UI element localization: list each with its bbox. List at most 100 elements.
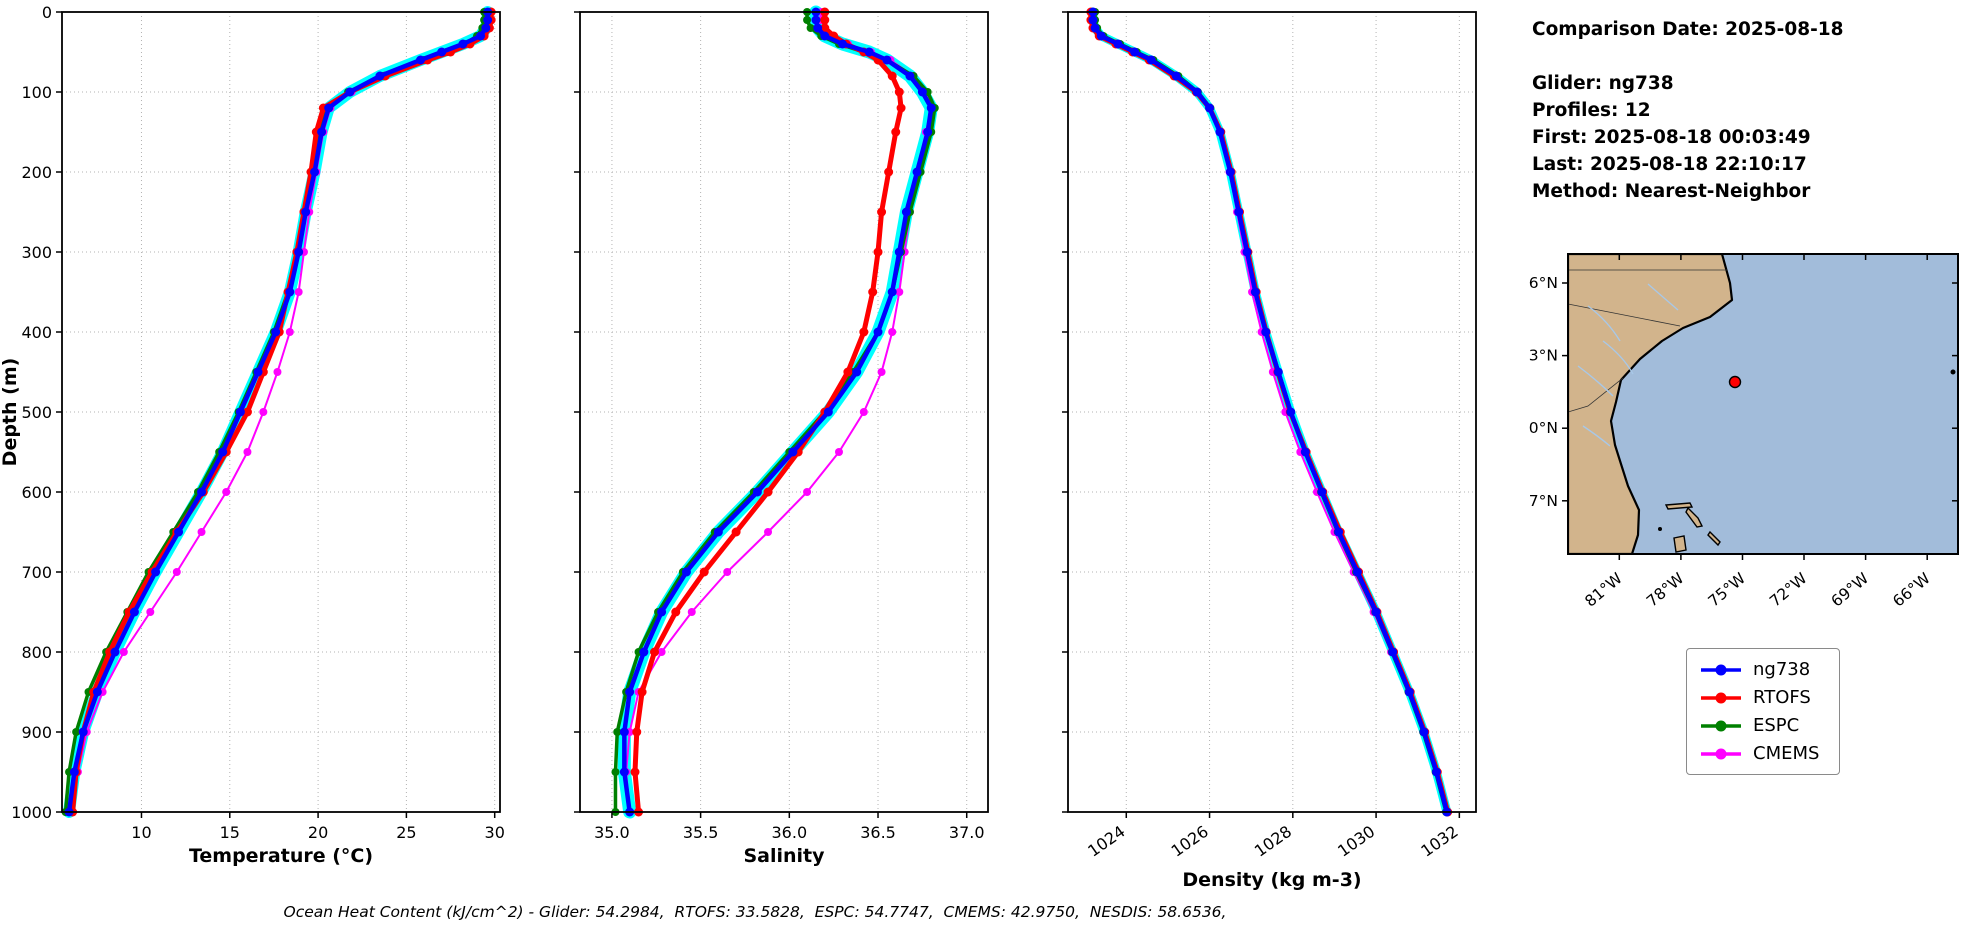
x-axis-label: Density (kg m-3) — [1182, 869, 1361, 891]
y-tick-label: 100 — [21, 83, 52, 102]
series-CMEMS-marker — [119, 648, 128, 656]
series-ng738-marker — [1090, 23, 1100, 33]
map-lat-label: 33°N — [1528, 347, 1558, 365]
series-ng738-marker — [1404, 687, 1414, 697]
series-ng738-marker — [375, 71, 385, 81]
series-ng738-marker — [752, 487, 762, 497]
y-tick-label: 300 — [21, 243, 52, 262]
river — [1647, 283, 1679, 311]
series-CMEMS-marker — [895, 288, 904, 296]
legend-swatch-ng738 — [1701, 664, 1741, 675]
series-ng738-marker — [1088, 15, 1098, 25]
island — [1707, 530, 1721, 547]
series-ng738-marker — [887, 287, 897, 297]
series-RTOFS-marker — [843, 367, 853, 377]
series-ng738-marker — [713, 527, 723, 537]
series-ng738-marker — [92, 687, 102, 697]
map-lon-label: 72°W — [1766, 569, 1810, 610]
map-lon-label: 81°W — [1582, 569, 1626, 610]
location-map: 81°W 78°W 75°W 72°W 69°W 66°W 36°N 33°N 30°N 27°N — [1519, 246, 1968, 626]
map-geography — [1568, 254, 1956, 554]
series-CMEMS-marker — [764, 528, 773, 536]
series-ng738-marker — [253, 367, 263, 377]
last-profile-time-text: Last: 2025-08-18 22:10:17 — [1532, 154, 1807, 175]
map-lon-label: 75°W — [1705, 569, 1749, 610]
x-tick-label: 30 — [485, 823, 505, 842]
series-ng738-marker — [317, 127, 327, 137]
series-RTOFS-markers — [68, 7, 496, 817]
series-ng738-marker — [285, 287, 295, 297]
x-tick-label: 25 — [396, 823, 416, 842]
map-lon-label: 78°W — [1643, 569, 1687, 610]
series-RTOFS-marker — [820, 15, 830, 25]
series-ng738-marker — [458, 39, 468, 49]
x-tick-label: 1030 — [1334, 822, 1378, 861]
x-tick-label: 15 — [220, 823, 240, 842]
series-RTOFS-marker — [763, 487, 773, 497]
legend-label: ng738 — [1753, 659, 1811, 680]
series-RTOFS-marker — [896, 103, 906, 113]
series-ng738-marker — [619, 727, 629, 737]
x-tick-label: 35.0 — [594, 823, 630, 842]
island — [1673, 535, 1687, 553]
river — [1602, 340, 1634, 375]
series-ESPC-marker — [613, 728, 622, 736]
series-ng738-marker — [151, 567, 161, 577]
legend-swatch-CMEMS — [1701, 748, 1741, 759]
glider-raw-scatter — [1088, 7, 1452, 817]
legend-swatch-ESPC — [1701, 720, 1741, 731]
map-svg: 81°W 78°W 75°W 72°W 69°W 66°W 36°N 33°N 30°N 27°N — [1519, 253, 1959, 611]
series-CMEMS-marker — [877, 368, 886, 376]
series-ng738-marker — [1225, 167, 1235, 177]
series-ng738-marker — [481, 23, 491, 33]
series-ng738-marker — [218, 447, 228, 457]
legend-swatch-RTOFS — [1701, 692, 1741, 703]
series-CMEMS-marker — [222, 488, 231, 496]
glider-location-marker — [1728, 375, 1742, 389]
series-ng738-marker — [1419, 727, 1429, 737]
series-ng738-marker — [1261, 327, 1271, 337]
legend-marker — [1715, 720, 1727, 731]
legend-item-ESPC: ESPC — [1699, 715, 1819, 736]
series-ng738-marker — [639, 647, 649, 657]
series-CMEMS-marker — [888, 328, 897, 336]
series-ng738-marker — [1300, 447, 1310, 457]
series-ng738-marker — [345, 87, 355, 97]
series-RTOFS-line — [70, 9, 494, 815]
bermuda-island — [1950, 369, 1956, 375]
series-ng738-markers — [1088, 7, 1452, 817]
series-ESPC-line — [613, 10, 937, 814]
series-ng738-marker — [476, 31, 486, 41]
map-lat-label: 30°N — [1528, 419, 1558, 437]
series-ng738-marker — [838, 39, 848, 49]
series-ng738-marker — [483, 15, 493, 25]
series-ng738-marker — [1096, 31, 1106, 41]
x-tick-label: 37.0 — [949, 823, 985, 842]
series-ng738-marker — [923, 127, 933, 137]
x-tick-label: 36.0 — [772, 823, 808, 842]
map-frame — [1567, 253, 1959, 555]
series-ng738-marker — [271, 327, 281, 337]
series-ng738-marker — [324, 103, 334, 113]
series-ng738-marker — [1431, 767, 1441, 777]
series-RTOFS-marker — [868, 287, 878, 297]
x-axis-label: Salinity — [743, 845, 825, 867]
series-RTOFS-markers — [1086, 7, 1453, 817]
series-ng738-marker — [294, 247, 304, 257]
series-ng738-marker — [197, 487, 207, 497]
series-ng738-markers — [64, 7, 493, 817]
series-CMEMS-marker — [146, 608, 155, 616]
legend-item-ng738: ng738 — [1699, 659, 1819, 680]
y-tick-label: 600 — [21, 483, 52, 502]
series-ESPC-marker — [806, 24, 815, 32]
series-ng738-marker — [681, 567, 691, 577]
x-tick-label: 1026 — [1168, 822, 1212, 861]
series-ng738-marker — [813, 23, 823, 33]
series-ESPC-marker — [72, 728, 81, 736]
series-ng738-line — [622, 9, 934, 815]
series-ng738-marker — [852, 367, 862, 377]
series-RTOFS-marker — [887, 71, 897, 81]
x-tick-label: 10 — [131, 823, 151, 842]
salinity-profile-chart: 35.0 35.5 36.0 36.5 37.0 Salinity — [520, 0, 1040, 900]
series-ng738-marker — [1371, 607, 1381, 617]
